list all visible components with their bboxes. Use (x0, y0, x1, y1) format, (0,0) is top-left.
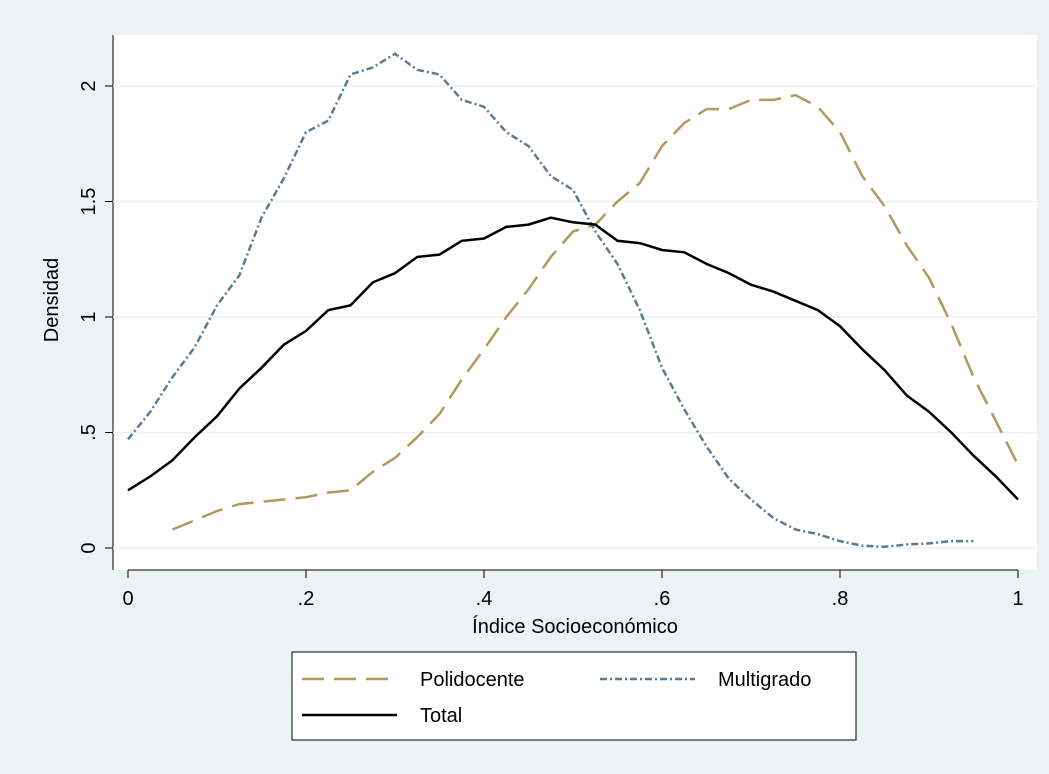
y-tick-label: .5 (78, 424, 100, 441)
x-tick-label: .6 (654, 588, 671, 610)
y-tick-label: 1 (78, 311, 100, 322)
x-tick-label: .4 (476, 588, 493, 610)
x-tick-label: 1 (1012, 588, 1023, 610)
density-line (127, 216, 1019, 501)
x-tick-label: 0 (122, 588, 133, 610)
x-axis-title: Índice Socioeconómico (472, 615, 678, 638)
x-tick-label: .8 (832, 588, 849, 610)
plot-area (113, 35, 1037, 570)
density-line (127, 52, 974, 549)
y-tick-label: 1.5 (78, 188, 100, 216)
legend-label: Total (420, 705, 462, 727)
y-tick-label: 2 (78, 80, 100, 91)
legend-label: Polidocente (420, 669, 525, 691)
y-axis-title: Densidad (41, 258, 63, 343)
legend-label: Multigrado (718, 669, 811, 691)
y-tick-label: 0 (78, 542, 100, 553)
legend (291, 651, 857, 741)
x-tick-label: .2 (298, 588, 315, 610)
